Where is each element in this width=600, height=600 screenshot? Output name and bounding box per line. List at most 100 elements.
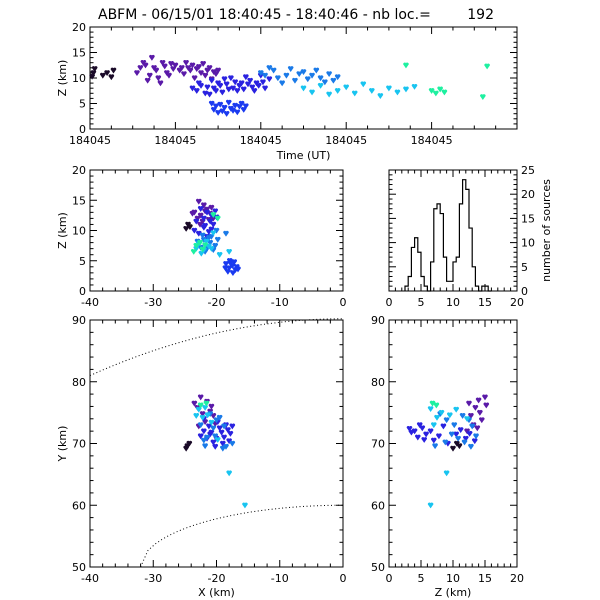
y-tick-label: 15 (72, 194, 86, 207)
data-point (463, 435, 469, 442)
data-point (454, 440, 460, 447)
data-point (457, 427, 464, 434)
data-point (260, 79, 266, 86)
data-point (206, 91, 213, 98)
y-tick-label: 80 (72, 376, 86, 389)
data-point (309, 89, 315, 96)
data-point (473, 433, 479, 440)
x-tick-label: -40 (81, 296, 99, 309)
data-point (455, 435, 461, 442)
data-point (266, 65, 273, 71)
data-point (201, 437, 207, 444)
y-tick-label: 80 (371, 376, 385, 389)
data-point (197, 422, 204, 429)
range-arc-lower (140, 504, 344, 568)
data-point (448, 431, 455, 438)
data-point (221, 76, 228, 83)
x-tick-label: 184045 (154, 134, 196, 147)
x-tick-label: -30 (144, 296, 162, 309)
data-point (226, 258, 233, 264)
data-point (223, 81, 230, 88)
data-point (243, 103, 249, 110)
data-point (386, 85, 392, 92)
data-point (441, 89, 448, 96)
data-point (226, 248, 232, 255)
y-tick-label: 60 (371, 499, 385, 512)
data-point (213, 88, 219, 94)
data-point (216, 425, 223, 432)
data-point (200, 61, 206, 67)
data-point (226, 470, 232, 477)
data-point (201, 224, 207, 231)
data-point (275, 75, 281, 82)
data-point (427, 406, 434, 413)
y-axis-label: Z (km) (56, 60, 69, 97)
data-point (468, 443, 474, 450)
y-tick-label: 50 (371, 561, 385, 574)
data-point (193, 242, 200, 249)
data-point (415, 434, 421, 441)
y-tick-label: 15 (72, 47, 86, 60)
data-point (223, 111, 230, 117)
data-point (221, 434, 227, 441)
data-point (201, 202, 207, 209)
data-point (199, 414, 206, 421)
data-point (317, 75, 324, 82)
data-point (219, 89, 226, 96)
data-point (149, 54, 155, 61)
data-point (434, 414, 440, 421)
data-point (343, 84, 349, 91)
data-point (238, 100, 245, 107)
data-point (428, 88, 435, 94)
y-tick-label: 70 (72, 438, 86, 451)
data-point (469, 423, 475, 430)
y-tick-label: 90 (371, 314, 385, 327)
x-tick-label: 10 (446, 296, 460, 309)
data-point (212, 443, 219, 450)
data-point (208, 245, 215, 252)
y-tick-label: 25 (521, 164, 535, 177)
data-point (450, 445, 456, 452)
data-point (475, 397, 482, 404)
data-point (313, 67, 320, 74)
data-point (108, 74, 115, 81)
x-tick-label: -20 (208, 572, 226, 585)
data-point (210, 221, 217, 228)
data-point (427, 502, 434, 509)
data-point (258, 70, 264, 77)
plot-frame (388, 319, 518, 568)
data-point (474, 425, 481, 432)
x-z-panel: -40 -30 -20 -10 0 0 5 10 15 20 Z (km) (56, 164, 347, 309)
y-tick-label: 50 (72, 561, 86, 574)
data-point (228, 75, 234, 82)
x-tick-label: 20 (510, 296, 524, 309)
data-point (472, 405, 479, 411)
data-point (157, 80, 164, 87)
data-point (207, 408, 213, 415)
data-point (198, 70, 204, 77)
data-point (199, 411, 206, 417)
data-point (443, 470, 450, 477)
data-point (214, 236, 221, 243)
x-tick-label: 0 (340, 296, 347, 309)
plot-frame (89, 26, 518, 130)
data-point (406, 426, 413, 432)
data-point (104, 70, 110, 77)
data-point (223, 230, 229, 237)
y-tick-label: 20 (72, 164, 86, 177)
data-point (183, 60, 189, 66)
data-point (438, 409, 445, 416)
data-point (210, 425, 217, 432)
data-point (334, 74, 341, 81)
data-point (210, 439, 217, 446)
data-point (216, 414, 223, 421)
y-tick-label: 5 (79, 98, 86, 111)
data-point (243, 74, 249, 81)
data-point (287, 66, 294, 72)
data-point (235, 266, 241, 273)
x-tick-label: 184045 (411, 134, 453, 147)
data-point (330, 77, 337, 84)
data-point (203, 238, 210, 245)
data-point (482, 394, 488, 401)
